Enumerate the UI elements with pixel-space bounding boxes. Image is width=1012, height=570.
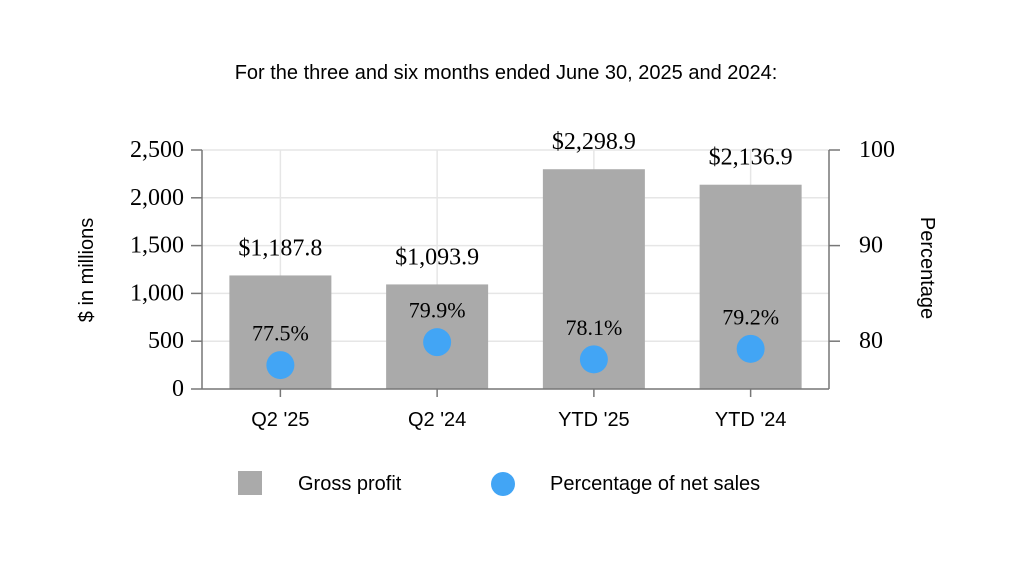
x-tick-label: Q2 '24 bbox=[408, 409, 466, 431]
y2-axis-title: Percentage bbox=[916, 217, 938, 319]
y-tick-label: 0 bbox=[172, 376, 184, 402]
y2-tick-label: 80 bbox=[859, 328, 883, 354]
x-ticks: Q2 '25 Q2 '24 YTD '25 YTD '24 bbox=[251, 389, 786, 431]
percentage-point bbox=[266, 351, 295, 380]
y-tick-label: 1,000 bbox=[130, 280, 184, 306]
right-y-ticks: 80 90 100 bbox=[829, 137, 895, 354]
y-tick-label: 1,500 bbox=[130, 233, 184, 259]
percentage-point bbox=[423, 328, 452, 357]
y-tick-label: 2,500 bbox=[130, 137, 184, 163]
y-tick-label: 2,000 bbox=[130, 185, 184, 211]
percentage-value-label: 78.1% bbox=[565, 315, 622, 340]
gross-profit-value-label: $1,093.9 bbox=[395, 244, 479, 270]
gross-profit-value-label: $2,136.9 bbox=[709, 145, 793, 171]
percentage-value-label: 79.2% bbox=[722, 304, 779, 329]
legend-gross-profit-swatch bbox=[238, 471, 262, 495]
legend: Gross profit Percentage of net sales bbox=[238, 471, 760, 496]
data-labels: $1,187.8 $1,093.9 $2,298.9 $2,136.9 77.5% 79.… bbox=[238, 129, 792, 345]
percentage-points bbox=[266, 328, 765, 380]
percentage-point bbox=[736, 334, 765, 363]
y-tick-label: 500 bbox=[148, 328, 184, 354]
y2-tick-label: 100 bbox=[859, 137, 895, 163]
x-tick-label: YTD '24 bbox=[715, 409, 787, 431]
percentage-value-label: 77.5% bbox=[252, 321, 309, 346]
x-tick-label: Q2 '25 bbox=[251, 409, 309, 431]
gross-profit-value-label: $1,187.8 bbox=[238, 235, 322, 261]
legend-percentage-label: Percentage of net sales bbox=[550, 473, 760, 495]
axes bbox=[201, 150, 830, 390]
percentage-value-label: 79.9% bbox=[409, 298, 466, 323]
gross-profit-bars bbox=[229, 169, 802, 389]
gross-profit-value-label: $2,298.9 bbox=[552, 129, 636, 155]
percentage-point bbox=[579, 345, 608, 374]
x-tick-label: YTD '25 bbox=[558, 409, 630, 431]
y2-tick-label: 90 bbox=[859, 233, 883, 259]
legend-gross-profit-label: Gross profit bbox=[298, 473, 402, 495]
legend-percentage-swatch bbox=[491, 472, 515, 496]
y-axis-title: $ in millions bbox=[76, 218, 98, 322]
chart-title: For the three and six months ended June … bbox=[234, 62, 778, 84]
left-y-ticks: 0 500 1,000 1,500 2,000 2,500 bbox=[130, 137, 202, 402]
